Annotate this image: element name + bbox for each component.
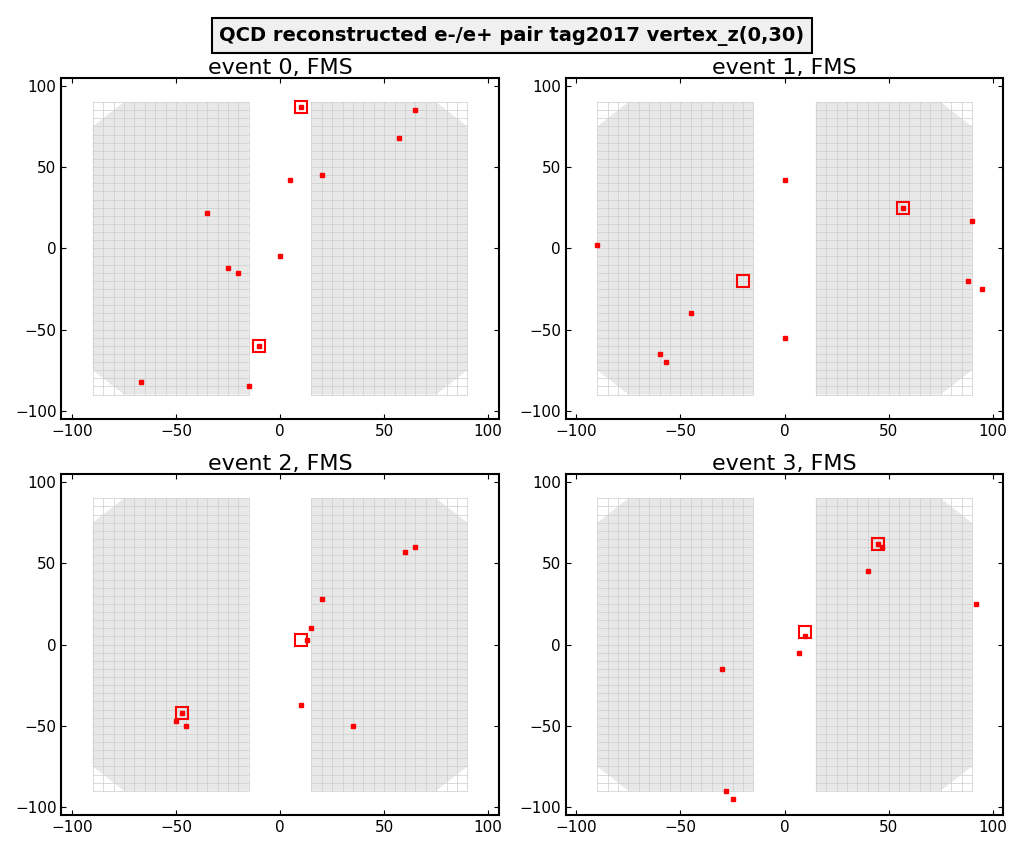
Title: event 2, FMS: event 2, FMS xyxy=(208,454,352,473)
Polygon shape xyxy=(816,102,972,394)
Title: event 1, FMS: event 1, FMS xyxy=(713,58,857,77)
Title: event 3, FMS: event 3, FMS xyxy=(713,454,857,473)
Polygon shape xyxy=(597,498,754,790)
Title: event 0, FMS: event 0, FMS xyxy=(208,58,352,77)
Polygon shape xyxy=(93,102,249,394)
Polygon shape xyxy=(597,102,754,394)
Polygon shape xyxy=(93,498,249,790)
Text: QCD reconstructed e-/e+ pair tag2017 vertex_z(0,30): QCD reconstructed e-/e+ pair tag2017 ver… xyxy=(219,26,805,46)
Polygon shape xyxy=(816,498,972,790)
Polygon shape xyxy=(311,102,467,394)
Polygon shape xyxy=(311,498,467,790)
